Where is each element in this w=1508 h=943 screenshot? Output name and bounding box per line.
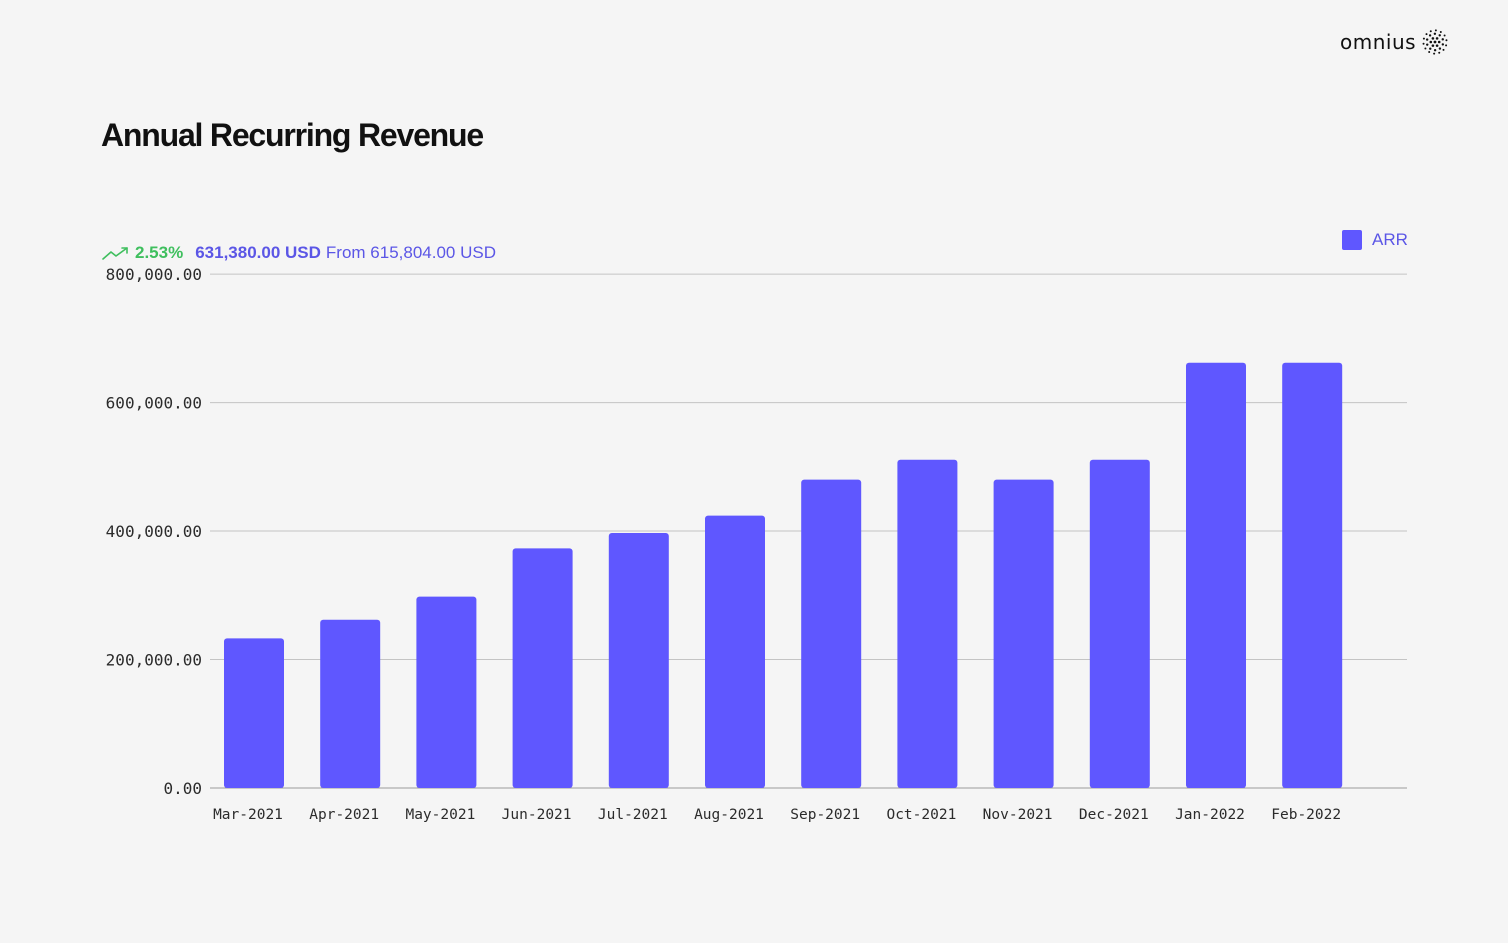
x-tick-label: Apr-2021 xyxy=(309,807,379,823)
logo-dot xyxy=(1438,47,1442,50)
logo-dot xyxy=(1441,43,1445,46)
logo-dot xyxy=(1431,44,1435,47)
bar xyxy=(1089,459,1150,788)
x-tick-label: May-2021 xyxy=(405,807,475,823)
x-tick-label: Aug-2021 xyxy=(694,807,764,823)
bar xyxy=(512,548,573,788)
logo-dot xyxy=(1441,38,1445,41)
bar xyxy=(1186,362,1246,788)
logo-dot xyxy=(1435,37,1439,40)
omnius-dotted-globe-icon xyxy=(1422,29,1448,55)
legend-swatch xyxy=(1342,230,1362,250)
logo-dot xyxy=(1426,43,1429,46)
chart-title: Annual Recurring Revenue xyxy=(101,117,484,153)
y-tick-label: 0.00 xyxy=(163,779,202,798)
logo-dot xyxy=(1438,34,1441,37)
x-tick-label: Feb-2022 xyxy=(1271,807,1341,823)
bar xyxy=(993,479,1054,788)
x-tick-label: Oct-2021 xyxy=(886,807,956,823)
bar xyxy=(224,638,284,788)
bar xyxy=(416,596,477,788)
y-tick-label: 400,000.00 xyxy=(106,522,202,541)
logo-dot xyxy=(1437,40,1441,44)
y-tick-label: 600,000.00 xyxy=(106,394,202,413)
x-tick-label: Jun-2021 xyxy=(502,807,572,823)
x-tick-label: Mar-2021 xyxy=(213,807,283,823)
logo-dot xyxy=(1435,44,1439,47)
current-value: 631,380.00 USD xyxy=(195,243,321,262)
logo-dot xyxy=(1429,30,1432,33)
logo-dot xyxy=(1439,30,1442,33)
logo-dot xyxy=(1424,47,1427,50)
previous-value: From 615,804.00 USD xyxy=(325,243,496,262)
x-tick-label: Nov-2021 xyxy=(983,807,1053,823)
bar xyxy=(897,459,958,788)
bar xyxy=(801,479,862,788)
change-summary: 2.53% 631,380.00 USD From 615,804.00 USD xyxy=(102,241,496,265)
logo-dot xyxy=(1442,48,1445,51)
logo-dot xyxy=(1429,40,1433,44)
logo-dot xyxy=(1428,51,1431,54)
logo-dot xyxy=(1445,39,1448,42)
y-tick-label: 200,000.00 xyxy=(106,651,202,670)
x-tick-label: Jul-2021 xyxy=(598,807,668,823)
trend-up-icon xyxy=(102,247,128,260)
bar xyxy=(1282,362,1343,788)
logo-dot xyxy=(1426,38,1429,41)
logo-dot xyxy=(1445,44,1448,47)
logo-dot xyxy=(1428,34,1432,37)
bar xyxy=(608,532,669,788)
logo-dot xyxy=(1434,29,1437,32)
bar xyxy=(320,619,381,788)
brand-name: omnius xyxy=(1340,30,1417,54)
logo-dot xyxy=(1433,48,1437,52)
legend-label: ARR xyxy=(1372,230,1408,249)
chart-legend: ARR xyxy=(1342,230,1408,250)
x-tick-label: Dec-2021 xyxy=(1079,807,1149,823)
logo-dot xyxy=(1425,33,1428,36)
bar xyxy=(705,515,765,788)
logo-dot xyxy=(1438,51,1441,54)
logo-dot xyxy=(1433,52,1436,55)
logo-dot xyxy=(1433,32,1437,36)
change-percent: 2.53% xyxy=(135,243,184,262)
y-tick-label: 800,000.00 xyxy=(106,265,202,284)
logo-dot xyxy=(1443,34,1446,37)
x-tick-label: Jan-2022 xyxy=(1175,807,1245,823)
x-tick-label: Sep-2021 xyxy=(790,807,860,823)
logo-dot xyxy=(1431,37,1435,40)
brand-logo: omnius xyxy=(1340,28,1480,56)
logo-dot xyxy=(1422,42,1425,45)
logo-dot xyxy=(1433,40,1437,44)
logo-dot xyxy=(1429,47,1432,50)
logo-dot xyxy=(1422,37,1425,40)
